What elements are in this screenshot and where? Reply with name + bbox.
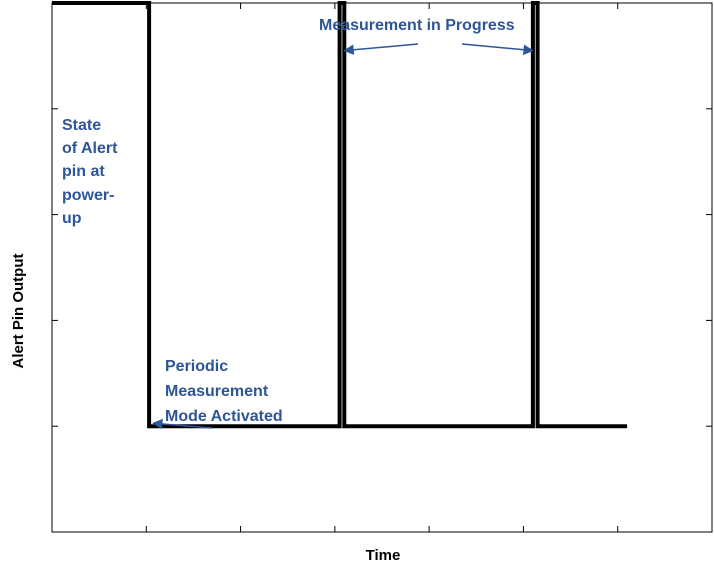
x-axis-ticks bbox=[145, 3, 713, 532]
annotation-arrow-measurement-2 bbox=[461, 43, 534, 55]
annotation-arrows bbox=[152, 43, 534, 430]
annotation-state-line-3: pin at bbox=[62, 163, 105, 180]
annotation-periodic-line-1: Periodic bbox=[165, 358, 228, 375]
y-axis-ticks bbox=[52, 2, 712, 427]
annotation-state-line-5: up bbox=[62, 210, 82, 227]
annotation-state-line-1: State bbox=[62, 117, 101, 134]
plot-frame bbox=[51, 2, 713, 533]
annotation-arrow-periodic-1 bbox=[152, 418, 213, 430]
alert-pin-signal-line bbox=[52, 1, 628, 429]
annotation-periodic-measurement: Periodic Measurement Mode Activated bbox=[165, 358, 283, 425]
annotation-periodic-line-3: Mode Activated bbox=[165, 408, 283, 425]
annotation-periodic-line-2: Measurement bbox=[165, 383, 269, 400]
annotation-state-of-alert: State of Alert pin at power- up bbox=[62, 117, 122, 227]
annotation-measurement-in-progress: Measurement in Progress bbox=[319, 17, 515, 34]
annotation-state-line-2: of Alert bbox=[62, 140, 118, 157]
annotation-arrow-measurement-1 bbox=[343, 43, 419, 55]
annotation-measurement-line-1: Measurement in Progress bbox=[319, 17, 515, 34]
x-axis-title: Time bbox=[366, 547, 401, 564]
y-axis-title: Alert Pin Output bbox=[10, 254, 27, 369]
annotation-state-line-4: power- bbox=[62, 187, 114, 204]
